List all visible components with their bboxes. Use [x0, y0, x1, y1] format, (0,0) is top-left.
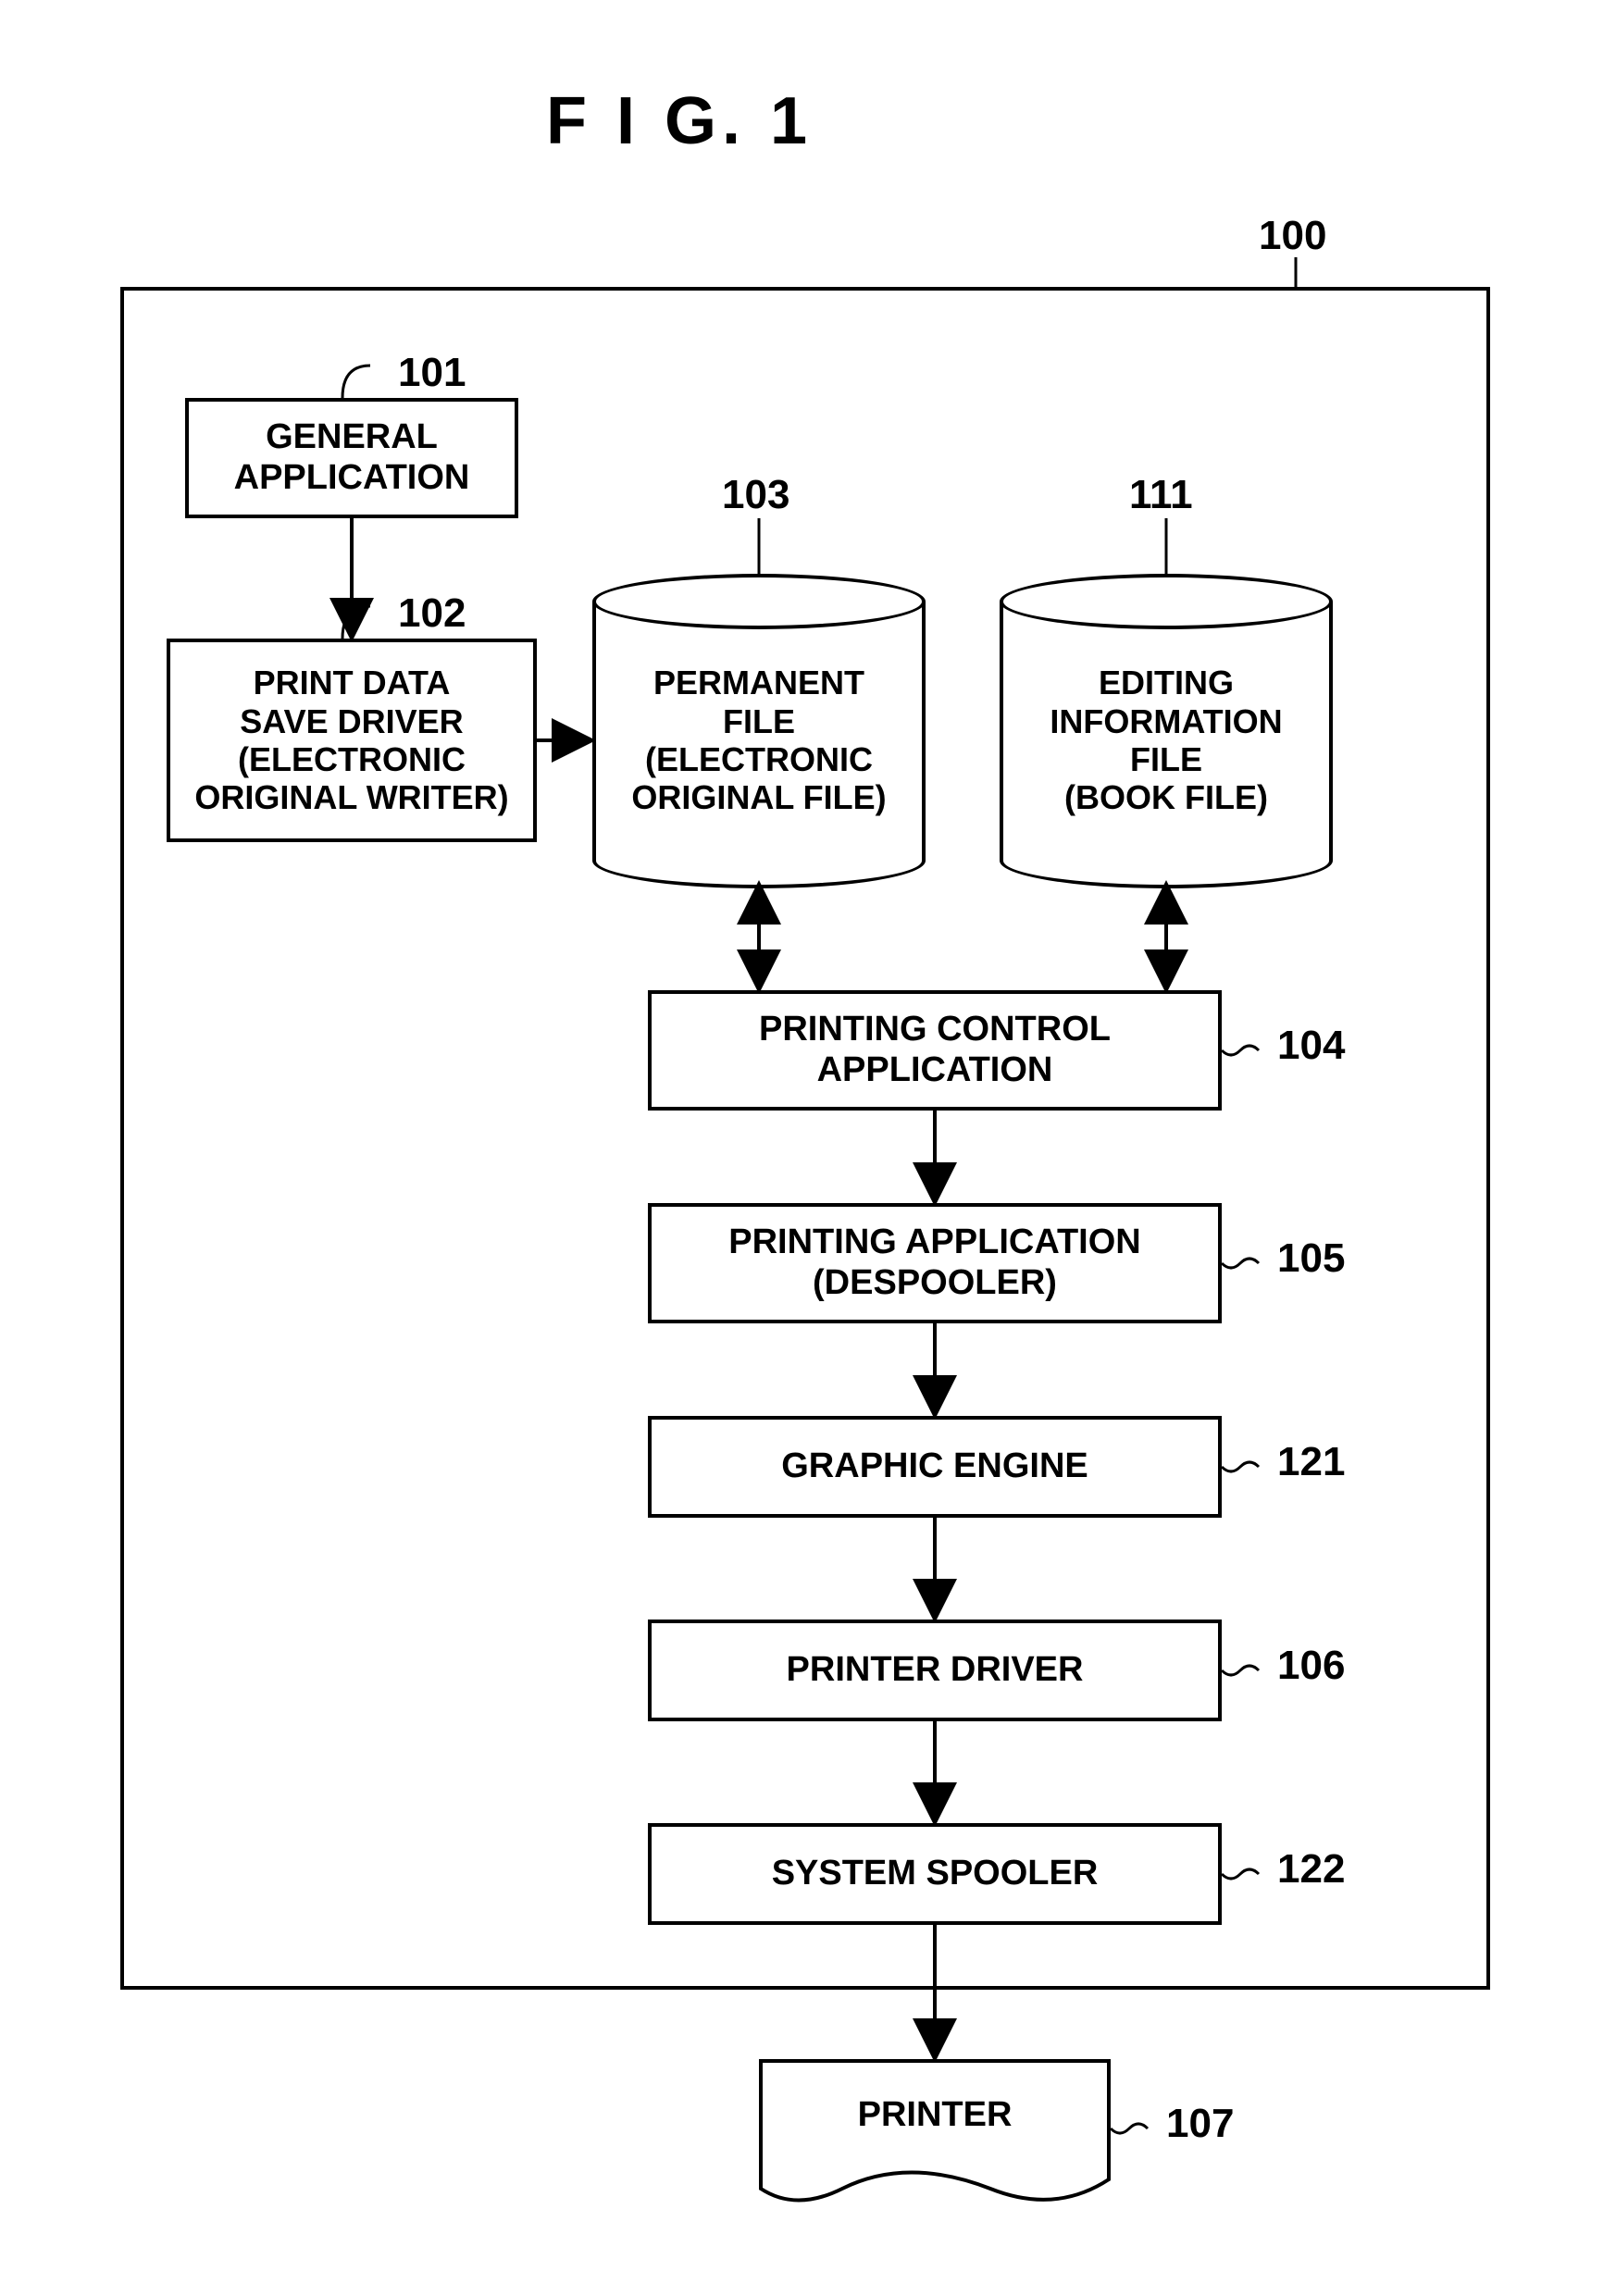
ref-103: 103	[722, 472, 789, 518]
ref-107: 107	[1166, 2101, 1234, 2147]
node-104-printing-control-app: PRINTING CONTROLAPPLICATION	[648, 990, 1222, 1111]
ref-106: 106	[1277, 1643, 1345, 1689]
node-106-printer-driver: PRINTER DRIVER	[648, 1620, 1222, 1721]
node-111-label: EDITINGINFORMATIONFILE(BOOK FILE)	[1050, 645, 1282, 817]
node-103-label: PERMANENTFILE(ELECTRONICORIGINAL FILE)	[631, 645, 886, 817]
ref-101: 101	[398, 350, 466, 396]
node-102-print-data-save-driver: PRINT DATASAVE DRIVER(ELECTRONICORIGINAL…	[167, 639, 537, 842]
ref-100: 100	[1259, 213, 1326, 259]
node-106-label: PRINTER DRIVER	[787, 1650, 1084, 1691]
node-105-printing-application: PRINTING APPLICATION(DESPOOLER)	[648, 1203, 1222, 1323]
node-122-system-spooler: SYSTEM SPOOLER	[648, 1823, 1222, 1925]
node-107-label: PRINTER	[858, 2095, 1013, 2135]
diagram-page: F I G. 1 100 GENERALAPPLICATION 101 PRIN…	[0, 0, 1616, 2296]
node-107-printer: PRINTER	[759, 2059, 1111, 2198]
node-121-label: GRAPHIC ENGINE	[781, 1446, 1088, 1487]
outer-box-100	[120, 287, 1490, 1990]
ref-122: 122	[1277, 1846, 1345, 1893]
ref-105: 105	[1277, 1235, 1345, 1282]
node-101-general-application: GENERALAPPLICATION	[185, 398, 518, 518]
node-105-label: PRINTING APPLICATION(DESPOOLER)	[728, 1222, 1140, 1303]
node-104-label: PRINTING CONTROLAPPLICATION	[759, 1010, 1111, 1090]
node-122-label: SYSTEM SPOOLER	[772, 1854, 1099, 1894]
node-101-label: GENERALAPPLICATION	[234, 417, 470, 498]
ref-121: 121	[1277, 1439, 1345, 1485]
ref-111: 111	[1129, 472, 1193, 518]
node-111-editing-info-file: EDITINGINFORMATIONFILE(BOOK FILE)	[1000, 574, 1333, 888]
node-121-graphic-engine: GRAPHIC ENGINE	[648, 1416, 1222, 1518]
ref-104: 104	[1277, 1023, 1345, 1069]
ref-102: 102	[398, 590, 466, 637]
node-102-label: PRINT DATASAVE DRIVER(ELECTRONICORIGINAL…	[194, 664, 508, 817]
node-103-permanent-file: PERMANENTFILE(ELECTRONICORIGINAL FILE)	[592, 574, 926, 888]
figure-title: F I G. 1	[546, 83, 813, 159]
